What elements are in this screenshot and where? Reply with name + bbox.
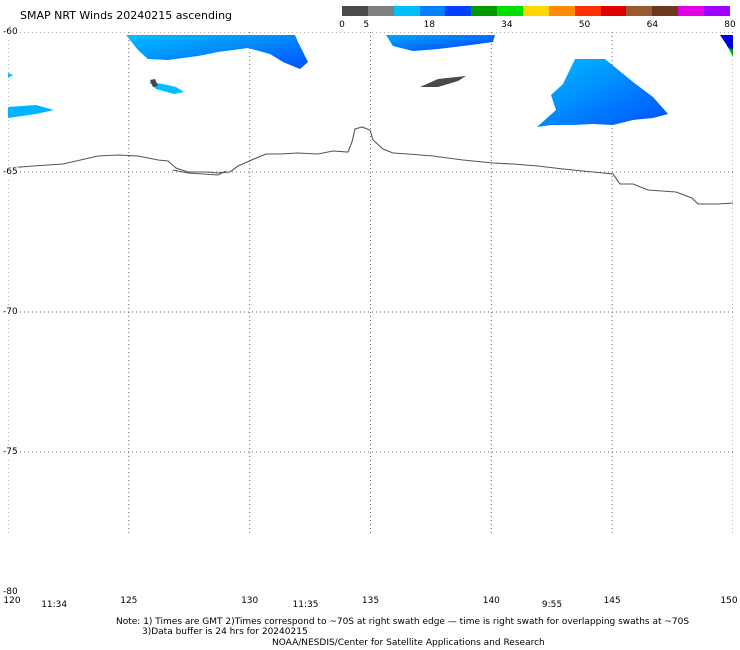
wind-swath-7 [720,35,733,56]
swath-time-label: 11:34 [41,600,68,610]
wind-swath-5 [8,73,13,78]
colorbar-tick-label: 64 [646,20,659,30]
wind-swaths [8,35,733,127]
colorbar-segment [652,6,679,16]
note-line-1: Note: 1) Times are GMT 2)Times correspon… [116,617,690,627]
colorbar-segment [497,6,524,16]
colorbar-segment [704,6,730,16]
latitude-label: -60 [3,27,18,37]
colorbar-segment [393,6,420,16]
colorbar-segment [548,6,575,16]
colorbar-segment [626,6,653,16]
longitude-label: 125 [120,596,138,606]
map-plot [8,32,733,536]
colorbar-tick-label: 0 [339,20,345,30]
latitude-label: -70 [3,307,18,317]
antarctic-coastline [8,126,733,205]
colorbar-segment [342,6,368,16]
colorbar-segment [600,6,627,16]
calm-wind-patch-2 [150,79,158,87]
longitude-label: 130 [241,596,259,606]
latitude-label: -80 [3,587,18,597]
map-title: SMAP NRT Winds 20240215 ascending [20,9,233,22]
wind-swath-4 [8,105,54,118]
calm-wind-patch-1 [420,76,466,87]
swath-time-label: 9:55 [541,600,563,610]
colorbar-tick-label: 80 [724,20,736,30]
longitude-label: 145 [603,596,621,606]
colorbar-segment [419,6,446,16]
latitude-label: -75 [3,447,18,457]
colorbar-segment [523,6,549,16]
colorbar-tick-label: 34 [501,20,513,30]
latitude-label: -65 [3,167,18,177]
coastline-inner [172,169,227,176]
colorbar-segment [678,6,705,16]
coastline [8,126,733,205]
longitude-label: 150 [720,596,738,606]
wind-swath-6 [149,82,184,94]
wind-swath-3 [537,59,668,127]
wind-swath-1 [126,35,308,69]
wind-swath-2 [386,35,495,51]
colorbar-tick-label: 50 [578,20,591,30]
colorbar-segment [445,6,472,16]
map-gridlines [8,32,733,536]
note-line-3: NOAA/NESDIS/Center for Satellite Applica… [272,638,545,648]
longitude-label: 120 [3,596,21,606]
note-line-2: 3)Data buffer is 24 hrs for 20240215 [142,627,308,637]
colorbar-tick-label: 5 [363,20,370,30]
colorbar-tick-label: 18 [423,20,436,30]
wind-swath-8 [728,47,733,57]
wind-speed-colorbar [342,6,730,16]
colorbar-segment [367,6,394,16]
colorbar-segment [471,6,498,16]
swath-time-label: 11:35 [292,600,319,610]
longitude-label: 135 [361,596,380,606]
colorbar-segment [574,6,601,16]
longitude-label: 140 [482,596,500,606]
